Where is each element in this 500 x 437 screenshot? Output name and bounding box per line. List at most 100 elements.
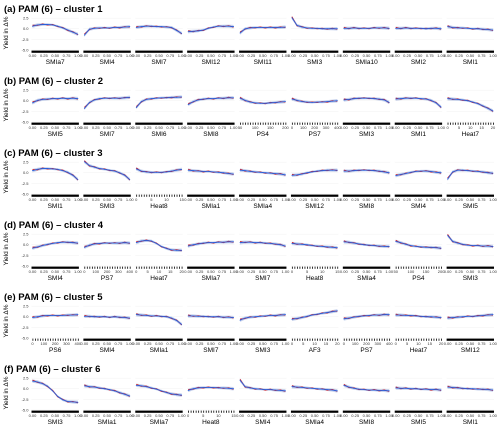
x-tick-label: 0.25 <box>144 53 153 58</box>
smooth-line <box>136 25 182 34</box>
rug-tick <box>314 266 316 269</box>
data-point <box>52 243 54 244</box>
panel-label: Heat8 <box>202 419 220 426</box>
y-tick-label: 2.5 <box>23 88 29 93</box>
rug <box>239 410 287 413</box>
data-point <box>487 107 489 109</box>
data-point <box>264 242 266 244</box>
data-point <box>331 100 333 102</box>
x-tick-label: 0.25 <box>248 269 257 274</box>
x-tick-label: 0.50 <box>51 197 60 202</box>
data-point <box>291 17 293 19</box>
data-point <box>395 314 397 316</box>
data-point <box>52 98 54 100</box>
data-point <box>88 102 90 103</box>
data-point <box>99 27 100 29</box>
data-point <box>166 26 167 28</box>
x-tick-label: 50 <box>393 269 398 274</box>
data-point <box>321 246 323 247</box>
data-point <box>279 27 281 28</box>
rug-tick <box>161 194 163 197</box>
data-point <box>223 172 224 174</box>
data-point <box>181 96 183 98</box>
rug-tick <box>282 122 284 125</box>
data-point <box>395 27 397 29</box>
data-point <box>291 174 293 176</box>
x-tick-label: 0.75 <box>426 125 435 130</box>
x-tick-label: 0.50 <box>207 197 216 202</box>
x-tick-label: 0.75 <box>426 413 435 418</box>
x-tick-label: 0.50 <box>259 53 268 58</box>
x-tick-label: 0.00 <box>392 53 401 58</box>
data-point <box>363 27 365 29</box>
smooth-line <box>291 98 338 103</box>
data-point <box>395 240 397 242</box>
data-point <box>400 98 402 100</box>
rug-tick <box>433 266 435 269</box>
data-point <box>176 394 178 396</box>
data-point <box>129 179 131 180</box>
x-tick-label: 0.50 <box>363 53 372 58</box>
x-tick-label: 0.50 <box>155 53 164 58</box>
data-point <box>67 241 69 243</box>
rug <box>187 194 235 197</box>
x-tick-label: 1.00 <box>385 413 394 418</box>
data-point <box>405 173 407 175</box>
x-tick-label: 0.50 <box>363 197 372 202</box>
panel: 0.00 0.25 0.50 0.75 1.00 SMIa7 <box>132 377 186 426</box>
data-point <box>321 28 323 30</box>
rug-tick <box>250 122 251 125</box>
rug-tick <box>40 338 41 341</box>
x-tick-label: 0.00 <box>288 197 297 202</box>
data-point <box>181 323 183 325</box>
panel: 0 100 200 300 400 PS6 <box>31 305 82 354</box>
rug-tick <box>302 122 303 125</box>
panel: 0 5 10 15 20 AF3 <box>291 305 340 354</box>
rug-tick <box>431 266 432 269</box>
rug-tick <box>343 338 345 341</box>
data-point <box>161 171 162 173</box>
data-point <box>400 174 402 175</box>
data-point <box>425 316 427 318</box>
x-tick-label: 0.00 <box>184 197 193 202</box>
data-point <box>212 98 214 100</box>
data-point <box>348 386 350 388</box>
smooth-line <box>395 170 442 177</box>
data-point <box>425 246 427 248</box>
panel: 0.00 0.25 0.50 0.75 1.00 SMI1 <box>444 17 498 66</box>
cluster-title: (f) PAM (6) – cluster 6 <box>4 364 100 375</box>
rug-tick <box>124 266 126 269</box>
y-tick-label: -5.0 <box>22 335 30 340</box>
data-point <box>109 242 111 244</box>
data-point <box>301 317 303 319</box>
rug <box>136 266 183 269</box>
panel-label: SMI4 <box>48 275 64 282</box>
x-tick-label: 0.25 <box>403 197 412 202</box>
data-point <box>482 245 484 247</box>
rug-tick <box>291 266 293 269</box>
smooth-line <box>291 243 338 249</box>
rug-tick <box>296 338 298 341</box>
rug-tick <box>169 266 170 269</box>
data-point <box>150 387 152 389</box>
data-point <box>410 97 412 99</box>
data-point <box>264 389 266 391</box>
rug-tick <box>413 266 415 269</box>
rug-tick <box>215 410 217 413</box>
x-tick-label: 0.75 <box>218 341 227 346</box>
data-point <box>42 24 44 25</box>
rug-tick <box>470 122 472 125</box>
rug-tick <box>75 338 77 341</box>
panel: 0 5 10 15 Heat8 <box>187 377 237 426</box>
data-point <box>291 98 293 100</box>
data-point <box>378 170 380 172</box>
x-tick-label: 0.25 <box>144 125 153 130</box>
data-point <box>129 395 131 397</box>
data-point <box>452 27 454 28</box>
data-point <box>467 388 469 390</box>
x-tick-label: 0.50 <box>207 125 216 130</box>
rug-tick <box>475 122 477 125</box>
rug-tick <box>171 194 173 197</box>
data-point <box>447 98 449 100</box>
